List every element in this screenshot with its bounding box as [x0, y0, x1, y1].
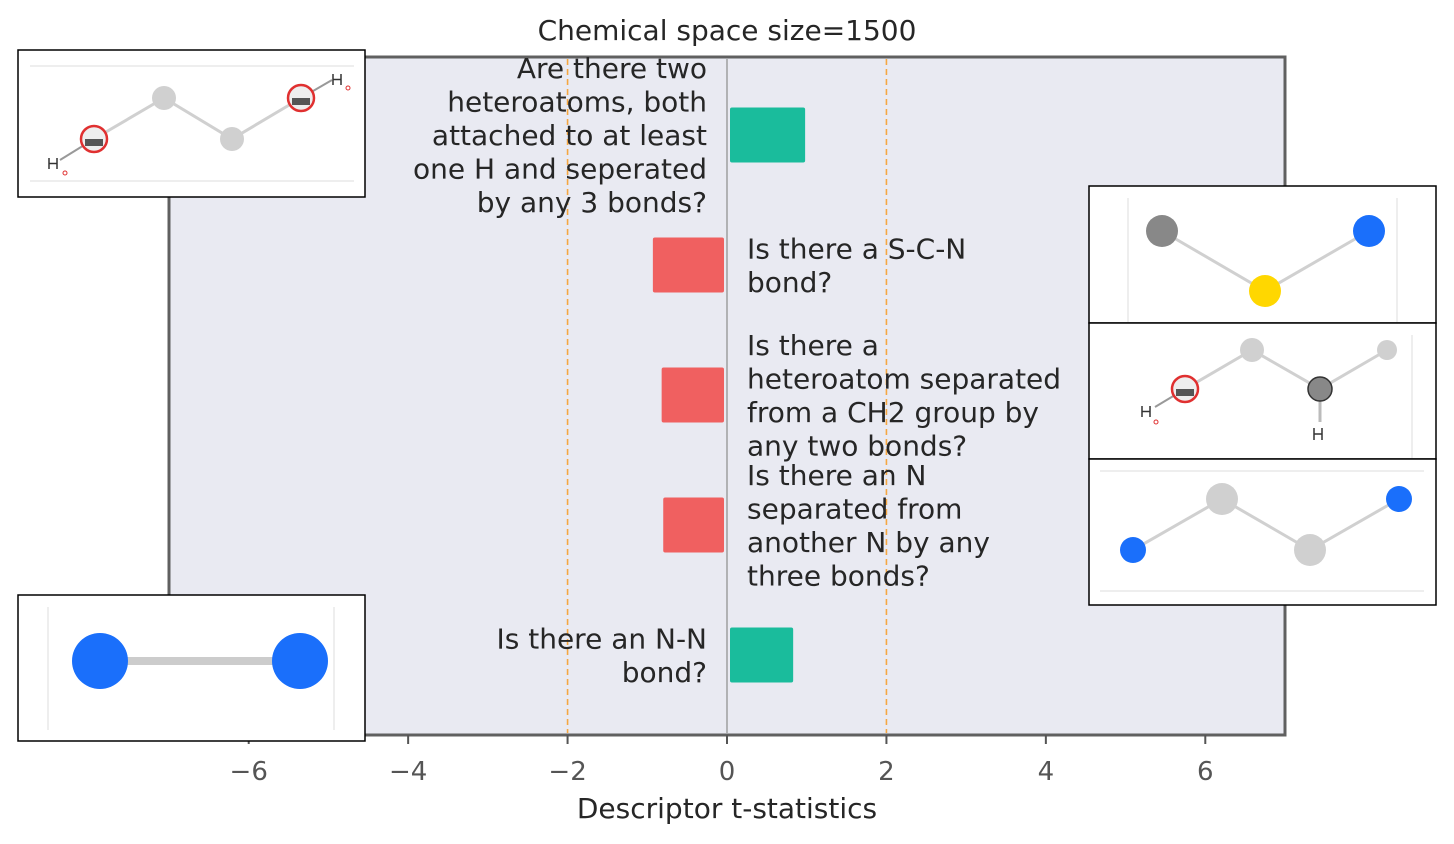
bar [663, 497, 724, 553]
bar-label: Is there an N-N bond? [496, 622, 707, 689]
bar-label: Is there a heteroatom separated from a CH2… [747, 329, 1061, 463]
x-tick-label: 4 [1038, 757, 1055, 787]
x-tick-label: 0 [719, 757, 736, 787]
bar-label: Are there two heteroatoms, both attached t… [413, 52, 707, 219]
x-tick-label: −4 [389, 757, 427, 787]
ho-ch2-ch2-oh-fragment-icon [17, 49, 366, 198]
x-axis-label: Descriptor t-statistics [577, 792, 877, 825]
bar [730, 627, 794, 683]
bar-labels: Are there two heteroatoms, both attached t… [413, 52, 1061, 689]
n-c-c-n-fragment-icon [1088, 458, 1437, 606]
bar-label: Is there a S-C-N bond? [747, 232, 966, 299]
bar [730, 107, 806, 163]
heteroatom-ch2-fragment-icon [1088, 322, 1437, 460]
s-c-n-fragment-icon [1088, 185, 1437, 324]
x-axis-ticks: −6 −4 −2 0 2 4 6 [230, 735, 1214, 787]
chart-title: Chemical space size=1500 [538, 14, 917, 47]
x-tick-label: 6 [1197, 757, 1214, 787]
bars [652, 107, 806, 683]
bar [661, 367, 724, 423]
bar [652, 237, 724, 293]
x-tick-label: −6 [230, 757, 268, 787]
x-tick-label: −2 [548, 757, 586, 787]
x-tick-label: 2 [878, 757, 895, 787]
reference-lines [566, 59, 888, 733]
n-n-bond-fragment-icon [17, 594, 366, 742]
